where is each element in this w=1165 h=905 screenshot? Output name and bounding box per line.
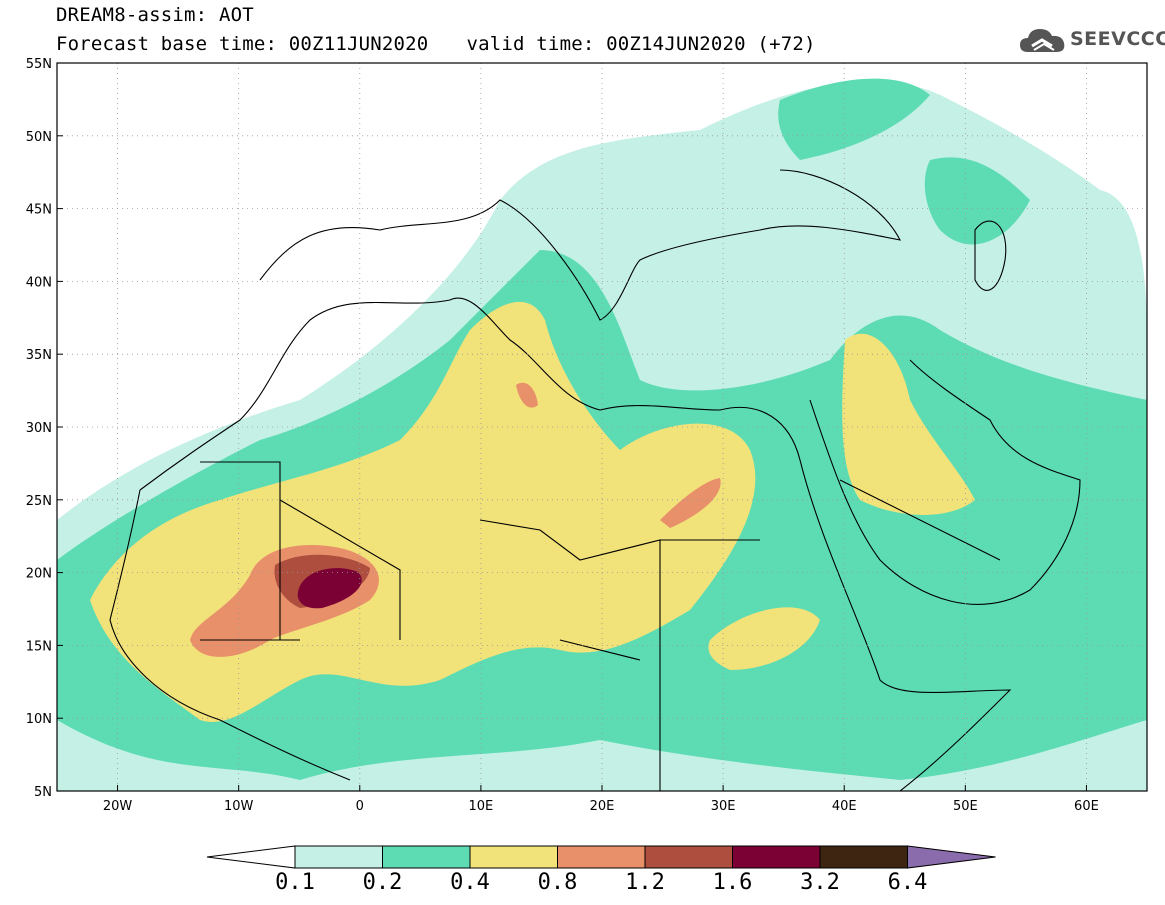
base-time-label: Forecast base time: 00Z11JUN2020: [56, 33, 429, 55]
valid-time-label: valid time: 00Z14JUN2020 (+72): [466, 33, 816, 55]
lon-axis: 20W 10W 0 10E 20E 30E 40E 50E 60E: [103, 785, 1099, 814]
europe-coast: [259, 169, 901, 321]
aot-band-1.6: [297, 568, 362, 609]
aot-band-0.4-sudan: [708, 607, 820, 670]
lat-tick-label: 25N: [26, 494, 52, 509]
colorbar-swatch: [732, 845, 821, 869]
aot-map: 20W 10W 0 10E 20E 30E 40E 50E 60E 55N 50N 45N 40N 35…: [26, 57, 1148, 814]
cloud-logo-icon: [1020, 29, 1065, 52]
lat-tick-label: 20N: [26, 567, 52, 582]
lat-tick-label: 55N: [26, 57, 52, 72]
colorbar-label: 0.1: [275, 870, 315, 895]
lon-tick-label: 10E: [469, 799, 494, 814]
logo-text: SEEVCCC: [1070, 28, 1165, 50]
lon-tick-label: 60E: [1074, 799, 1099, 814]
coastlines: [109, 169, 1081, 791]
colorbar-swatch: [469, 845, 558, 869]
aot-band-0.8-libya: [660, 478, 721, 528]
lon-tick-label: 0: [356, 799, 364, 814]
aot-band-0.8-tunisia: [516, 382, 538, 408]
colorbar-swatch: [294, 845, 383, 869]
africa-coast: [109, 297, 1012, 791]
aot-band-0.2-caspian: [924, 157, 1030, 245]
lon-tick-label: 10W: [224, 799, 254, 814]
colorbar-label: 1.6: [712, 870, 753, 895]
lat-axis: 55N 50N 45N 40N 35N 30N 25N 20N 15N 10N 5N: [26, 57, 63, 800]
border-lines: [200, 461, 1001, 791]
lat-tick-label: 10N: [26, 712, 52, 727]
arabia-coast: [809, 359, 1081, 605]
colorbar-label: 0.8: [537, 870, 578, 895]
colorbar-label: 0.4: [450, 870, 490, 895]
lon-tick-label: 20E: [590, 799, 615, 814]
lon-tick-label: 30E: [711, 799, 736, 814]
colorbar-swatch: [644, 845, 733, 869]
lon-tick-label: 20W: [103, 799, 133, 814]
aot-band-0.4-arabia: [842, 333, 975, 515]
lat-tick-label: 30N: [26, 421, 52, 436]
colorbar-swatch: [382, 845, 471, 869]
colorbar-under-arrow: [206, 845, 296, 869]
lat-tick-label: 15N: [26, 639, 52, 654]
lat-tick-label: 5N: [34, 785, 52, 800]
colorbar-label: 0.2: [362, 870, 403, 895]
caspian-coast: [974, 220, 1007, 291]
lat-tick-label: 40N: [26, 275, 52, 290]
map-title: DREAM8-assim: AOT: [56, 4, 254, 26]
colorbar-label: 1.2: [625, 870, 665, 895]
colorbar-label: 6.4: [887, 870, 928, 895]
lat-tick-label: 45N: [26, 203, 52, 218]
lon-tick-label: 40E: [832, 799, 857, 814]
colorbar-label: 3.2: [800, 870, 840, 895]
colorbar-swatch: [557, 845, 646, 869]
lat-tick-label: 50N: [26, 130, 52, 145]
lon-tick-label: 50E: [953, 799, 978, 814]
time-info: Forecast base time: 00Z11JUN2020 valid ti…: [56, 33, 816, 55]
colorbar: [206, 845, 996, 869]
seevccc-logo: SEEVCCC: [1018, 24, 1165, 56]
colorbar-swatch: [819, 845, 908, 869]
colorbar-over-arrow: [907, 845, 996, 869]
lat-tick-label: 35N: [26, 348, 52, 363]
aot-band-0.2-north: [778, 78, 930, 160]
